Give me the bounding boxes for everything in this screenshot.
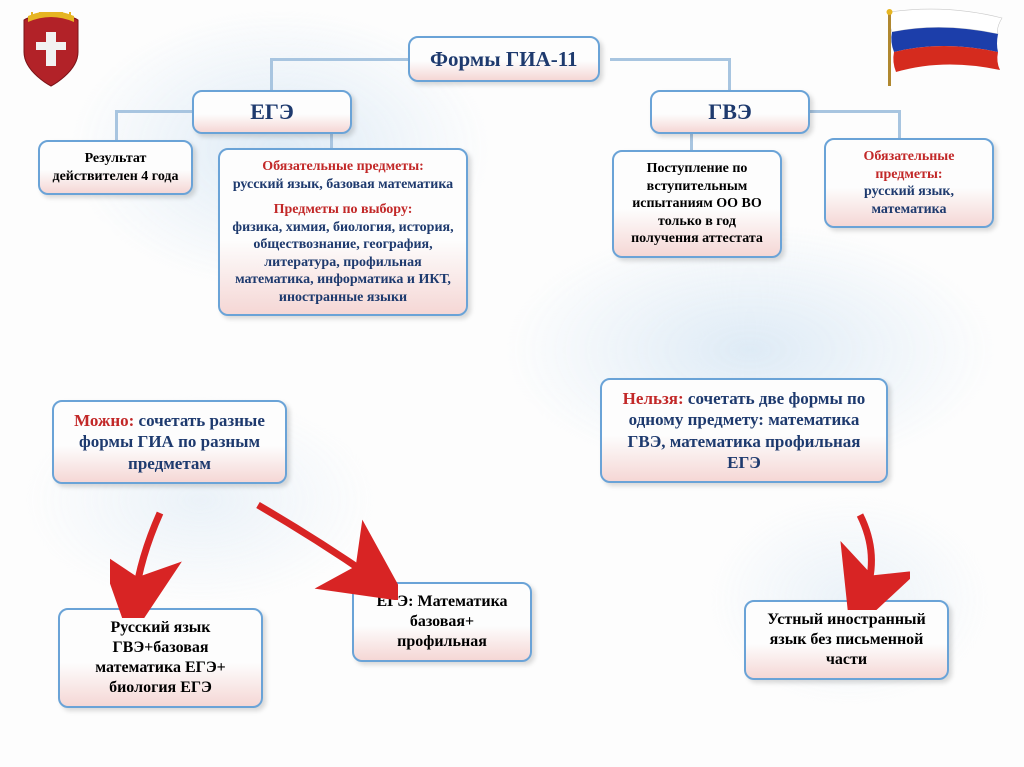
arrow-cannot-to-ex3 [830,510,910,610]
ege-optional-label: Предметы по выбору: [232,201,454,219]
example1-box: Русский язык ГВЭ+базовая математика ЕГЭ+… [58,608,263,708]
ege-optional-text: физика, химия, биология, история, общест… [232,219,454,307]
title-box: Формы ГИА-11 [408,36,600,82]
can-prefix: Можно: [74,411,134,430]
ege-subjects-box: Обязательные предметы: русский язык, баз… [218,148,468,316]
gve-subjects-text: русский язык, математика [838,183,980,218]
ege-validity-text: Результат действителен 4 года [53,151,179,184]
gve-subjects-box: Обязательные предметы: русский язык, мат… [824,138,994,228]
cannot-combine-box: Нельзя: сочетать две формы по одному пре… [600,378,888,483]
branch-gve: ГВЭ [650,90,810,134]
gve-admission-box: Поступление по вступительным испытаниям … [612,150,782,258]
branch-ege: ЕГЭ [192,90,352,134]
connector [610,58,730,61]
arrow-can-to-ex2 [248,500,398,600]
example1-text: Русский язык ГВЭ+базовая математика ЕГЭ+… [95,619,226,696]
connector [115,110,118,140]
arrow-can-to-ex1 [110,508,190,618]
example3-box: Устный иностранный язык без письменной ч… [744,600,949,680]
ege-validity-box: Результат действителен 4 года [38,140,193,195]
branch-ege-label: ЕГЭ [250,99,294,124]
connector [270,58,410,61]
crimea-crest-icon [18,12,84,88]
title-text: Формы ГИА-11 [430,47,578,71]
russia-flag-icon [886,8,1006,88]
gve-admission-text: Поступление по вступительным испытаниям … [631,161,763,246]
ege-mandatory-text: русский язык, базовая математика [232,176,454,194]
cannot-prefix: Нельзя: [623,389,684,408]
branch-gve-label: ГВЭ [708,99,752,124]
example3-text: Устный иностранный язык без письменной ч… [767,611,926,668]
can-combine-box: Можно: сочетать разные формы ГИА по разн… [52,400,287,484]
ege-mandatory-label: Обязательные предметы: [232,158,454,176]
gve-subjects-label: Обязательные предметы: [838,148,980,183]
example2-text: ЕГЭ: Математика базовая+ профильная [376,593,507,650]
connector [898,110,901,140]
